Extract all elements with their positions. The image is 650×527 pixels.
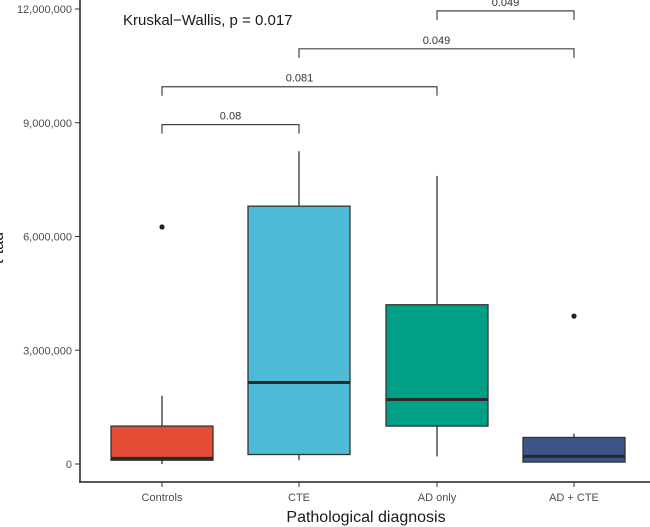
p-value-label: 0.08: [220, 111, 241, 123]
boxes: [110, 151, 626, 464]
outlier-point: [159, 224, 165, 230]
comparison-bracket: 0.08: [161, 111, 300, 134]
y-tick-label: 3,000,000: [23, 345, 72, 357]
bracket-line: [161, 86, 438, 96]
bracket-line: [298, 48, 575, 58]
p-value-label: 0.081: [286, 73, 314, 85]
y-tick-label: 6,000,000: [23, 232, 72, 244]
box-controls: [110, 224, 214, 464]
comparison-bracket: 0.081: [161, 73, 438, 96]
box-iqr: [247, 205, 351, 456]
x-axis-title: Pathological diagnosis: [286, 509, 445, 526]
x-tick-label: Controls: [142, 492, 183, 504]
y-axis-title: t-tau: [0, 232, 7, 264]
box-ad-cte: [522, 313, 626, 463]
x-tick-label: AD + CTE: [549, 492, 599, 504]
outlier-point: [571, 313, 577, 319]
x-tick-label: CTE: [288, 492, 310, 504]
box-iqr: [110, 425, 214, 461]
y-tick-label: 9,000,000: [23, 118, 72, 130]
y-ticks: 0 3,000,000 6,000,000 9,000,000 12,000,000: [17, 4, 80, 471]
comparison-bracket: 0.049: [298, 35, 575, 58]
annotation-kruskal-wallis: Kruskal−Wallis, p = 0.017: [123, 12, 293, 29]
bracket-line: [161, 124, 300, 134]
box-ad-only: [385, 175, 489, 457]
box-iqr: [522, 436, 626, 463]
x-tick-label: AD only: [418, 492, 457, 504]
bracket-line: [436, 10, 575, 20]
p-value-label: 0.049: [492, 0, 520, 9]
y-tick-label: 0: [66, 459, 72, 471]
axes: [79, 0, 650, 483]
x-ticks: Controls CTE AD only AD + CTE: [142, 482, 599, 504]
y-tick-label: 12,000,000: [17, 4, 72, 16]
p-value-label: 0.049: [423, 35, 451, 47]
comparison-bracket: 0.049: [436, 0, 575, 20]
box-iqr: [385, 304, 489, 427]
comparison-brackets: 0.08 0.081 0.049 0.049: [161, 0, 575, 134]
box-cte: [247, 151, 351, 461]
